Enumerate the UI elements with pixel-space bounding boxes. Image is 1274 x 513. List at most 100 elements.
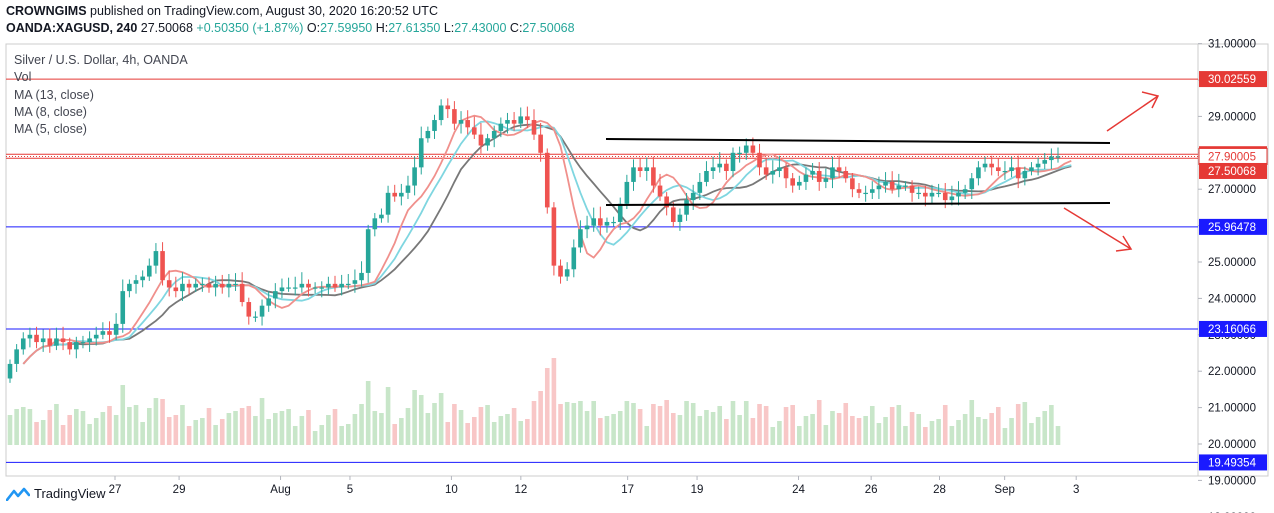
candle-body[interactable] [850,178,855,190]
candle-body[interactable] [631,167,636,182]
candle-body[interactable] [604,221,610,226]
candle-body[interactable] [445,105,451,110]
candle-body[interactable] [133,280,139,284]
candle-body[interactable] [896,185,902,190]
candle-body[interactable] [909,185,915,193]
candle-body[interactable] [558,265,563,277]
legend-series-title[interactable]: Silver / U.S. Dollar, 4h, OANDA [14,53,188,67]
candle-body[interactable] [213,283,218,288]
candle-body[interactable] [1035,163,1041,168]
candle-body[interactable] [690,192,696,201]
candle-body[interactable] [326,283,331,288]
candle-body[interactable] [120,291,126,324]
candle-body[interactable] [438,105,444,121]
candle-body[interactable] [664,196,669,208]
candle-body[interactable] [564,269,570,277]
candle-body[interactable] [93,334,99,339]
candle-body[interactable] [352,280,358,284]
candle-body[interactable] [432,120,437,131]
candle-body[interactable] [107,331,112,335]
candle-body[interactable] [332,283,338,288]
legend-ma13[interactable]: MA (13, close) [14,87,94,102]
candle-body[interactable] [923,192,928,197]
candle-body[interactable] [790,178,795,186]
candle-body[interactable] [757,152,762,168]
symbol-label[interactable]: OANDA:XAGUSD, 240 [6,21,138,35]
candle-body[interactable] [74,342,79,350]
candle-body[interactable] [173,287,179,292]
candle-body[interactable] [259,305,265,317]
candle-body[interactable] [962,189,968,193]
candle-body[interactable] [299,283,305,288]
candle-body[interactable] [697,181,703,193]
time-axis[interactable]: 27 29 Aug 5 10 12 17 19 24 26 28 Sep 3 [109,476,1080,496]
candle-body[interactable] [339,283,344,288]
candle-body[interactable] [624,181,630,204]
candle-body[interactable] [710,167,716,171]
candle-body[interactable] [836,167,842,171]
candle-body[interactable] [538,134,543,153]
candle-body[interactable] [246,302,252,317]
candle-body[interactable] [717,163,723,168]
candle-body[interactable] [956,192,961,197]
candle-body[interactable] [47,338,53,346]
candle-body[interactable] [1015,167,1021,179]
candle-body[interactable] [345,283,351,286]
candle-body[interactable] [783,167,789,179]
candle-body[interactable] [704,171,709,182]
candle-body[interactable] [889,181,895,190]
candle-body[interactable] [578,229,583,248]
candle-body[interactable] [485,138,490,146]
candle-body[interactable] [312,287,318,289]
candle-body[interactable] [1042,160,1048,164]
candle-body[interactable] [863,192,868,195]
candle-body[interactable] [1022,171,1028,179]
candle-body[interactable] [531,120,537,135]
candle-body[interactable] [219,283,225,288]
candle-body[interactable] [684,200,689,215]
candle-body[interactable] [193,283,199,288]
candle-body[interactable] [292,287,298,289]
candle-body[interactable] [1049,156,1054,161]
candle-body[interactable] [498,123,504,131]
candle-body[interactable] [571,247,577,270]
candle-body[interactable] [976,167,981,179]
author-name[interactable]: CROWNGIMS [6,4,87,18]
candle-body[interactable] [611,221,616,224]
candle-body[interactable] [743,145,749,153]
legend-vol[interactable]: Vol [14,70,32,85]
candles[interactable] [7,98,1061,383]
candle-body[interactable] [518,116,524,124]
candle-body[interactable] [233,283,238,286]
legend-ma8[interactable]: MA (8, close) [14,104,87,119]
candle-body[interactable] [505,120,510,124]
candle-body[interactable] [843,171,849,179]
candle-body[interactable] [883,181,888,186]
tradingview-footer[interactable]: TradingView [6,486,106,501]
candle-body[interactable] [763,167,769,175]
candle-body[interactable] [942,192,948,201]
candle-body[interactable] [677,214,683,222]
candle-body[interactable] [405,185,411,193]
candle-body[interactable] [100,331,106,335]
candle-body[interactable] [253,316,258,318]
candle-body[interactable] [823,178,829,182]
candle-body[interactable] [452,109,457,124]
candle-body[interactable] [40,338,46,343]
candle-body[interactable] [491,130,497,139]
candle-body[interactable] [816,171,822,182]
candle-body[interactable] [949,196,955,201]
candle-body[interactable] [797,181,802,186]
candle-body[interactable] [511,120,517,124]
candle-body[interactable] [186,283,192,288]
candle-body[interactable] [146,265,152,277]
candle-body[interactable] [385,192,391,215]
candle-body[interactable] [982,163,988,168]
candle-body[interactable] [478,134,484,146]
candle-body[interactable] [903,185,908,187]
candle-body[interactable] [153,251,159,266]
candle-body[interactable] [306,283,311,288]
candle-body[interactable] [1009,167,1014,171]
candle-body[interactable] [458,120,464,124]
